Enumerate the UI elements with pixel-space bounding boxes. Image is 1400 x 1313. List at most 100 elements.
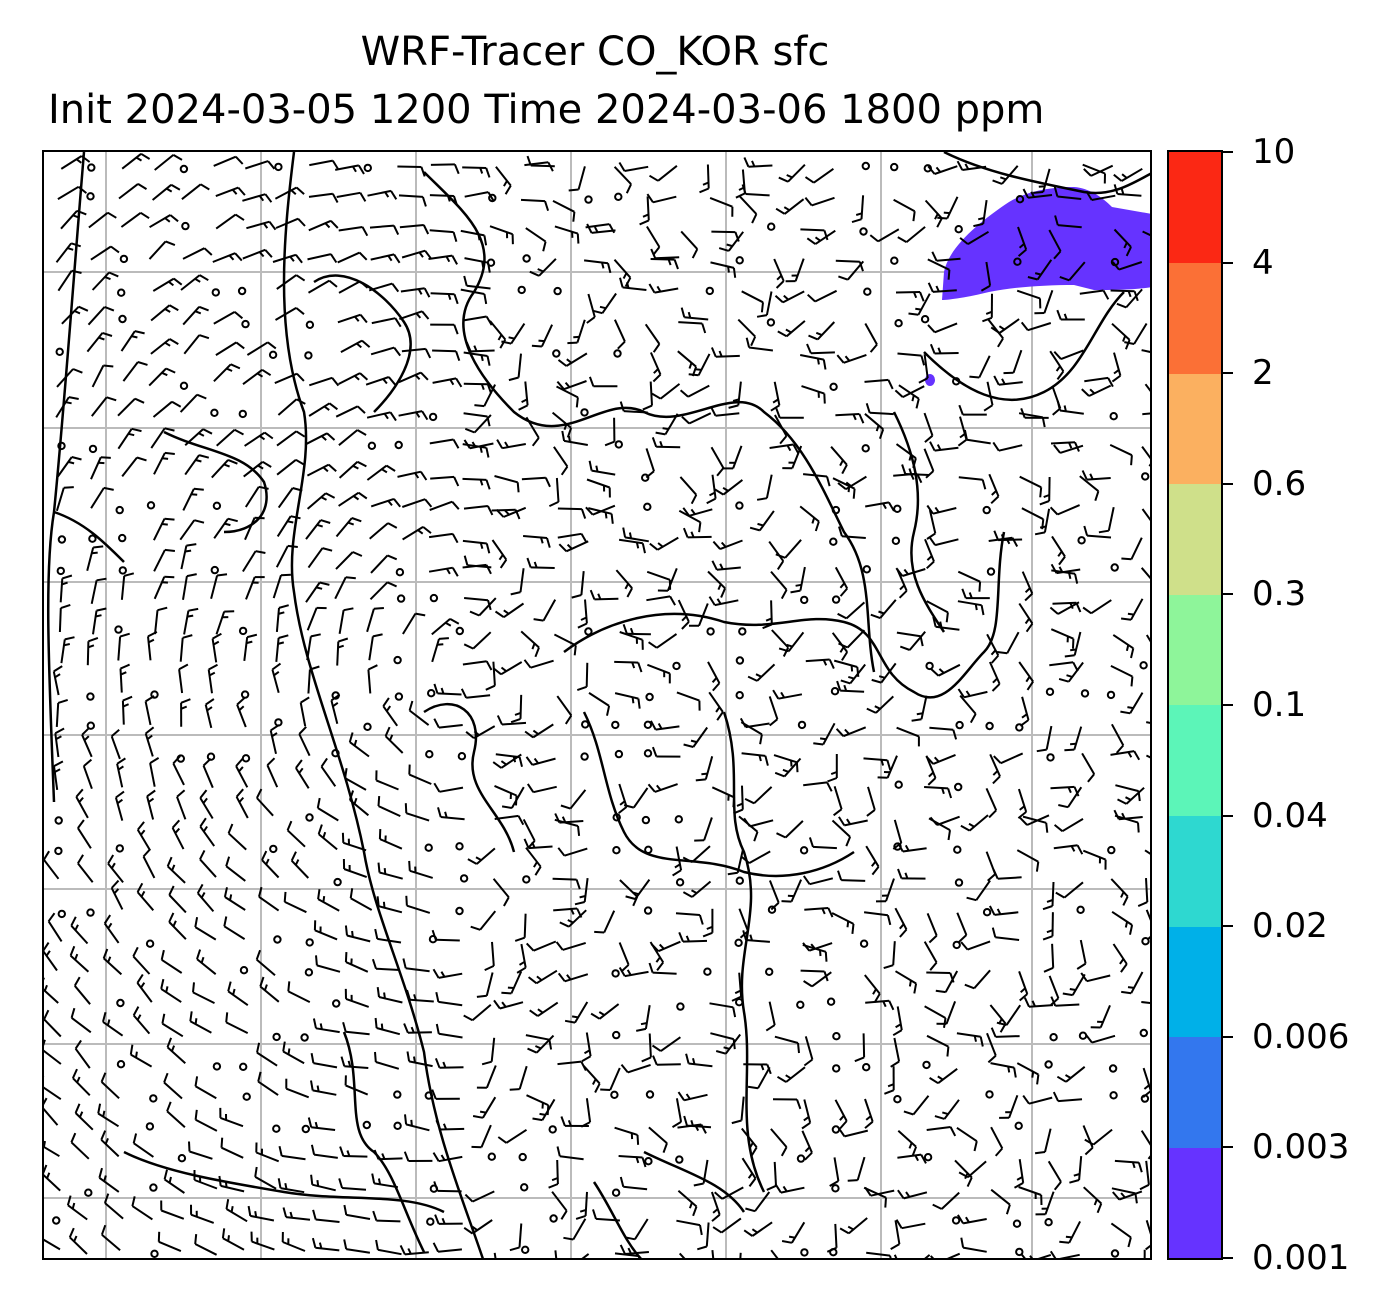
calm-wind-marker xyxy=(765,967,774,976)
wind-barb xyxy=(524,723,554,739)
wind-barb xyxy=(150,304,179,322)
wind-barb xyxy=(434,1214,463,1225)
wind-barb xyxy=(460,229,488,246)
wind-barb xyxy=(132,1133,154,1158)
wind-barb xyxy=(223,887,246,911)
wind-barb xyxy=(189,1011,212,1034)
wind-barb xyxy=(518,381,529,411)
wind-barb xyxy=(986,1032,997,1064)
wind-barb xyxy=(69,945,90,973)
wind-barb xyxy=(960,940,991,951)
wind-barb xyxy=(183,334,210,355)
wind-barb xyxy=(800,228,829,241)
wind-barb xyxy=(804,196,835,207)
wind-barb xyxy=(926,509,937,540)
wind-barb xyxy=(215,213,245,230)
wind-barb xyxy=(122,361,148,382)
colorbar-tick-label: 0.006 xyxy=(1252,1016,1350,1057)
wind-barb xyxy=(738,815,759,842)
wind-barb xyxy=(737,318,757,347)
calm-wind-marker xyxy=(1014,1121,1023,1130)
wind-barb xyxy=(756,474,773,501)
wind-barb xyxy=(44,1238,61,1251)
wind-barb xyxy=(899,631,926,651)
calm-wind-marker xyxy=(239,966,249,975)
calm-wind-marker xyxy=(181,221,190,231)
wind-barb xyxy=(244,160,276,170)
calm-wind-marker xyxy=(395,568,405,577)
wind-barb xyxy=(244,431,274,447)
wind-barb xyxy=(55,396,79,418)
wind-barb xyxy=(718,231,744,252)
wind-barb xyxy=(1084,376,1114,388)
calm-wind-marker xyxy=(767,222,776,231)
wind-barb xyxy=(368,633,383,661)
wind-barb xyxy=(1034,289,1054,315)
wind-barb xyxy=(1081,752,1096,783)
wind-barb xyxy=(803,971,832,988)
calm-wind-marker xyxy=(831,595,841,604)
wind-barb xyxy=(624,1218,649,1241)
wind-barb xyxy=(556,380,587,391)
wind-barb xyxy=(594,910,616,934)
calm-wind-marker xyxy=(1044,1060,1053,1069)
calm-wind-marker xyxy=(86,908,95,917)
wind-barb xyxy=(620,1063,651,1074)
wind-barb xyxy=(491,539,508,569)
wind-barb xyxy=(129,1044,153,1068)
wind-barb xyxy=(103,914,120,944)
wind-barb xyxy=(924,1254,931,1258)
wind-barb xyxy=(1112,634,1135,659)
wind-barb xyxy=(225,1199,248,1223)
wind-barb xyxy=(340,339,371,353)
calm-wind-marker xyxy=(149,1183,158,1192)
wind-barb xyxy=(335,405,366,418)
wind-barb xyxy=(525,847,542,876)
wind-barb xyxy=(1121,971,1144,995)
wind-barb xyxy=(1016,1062,1040,1085)
coastline-segment xyxy=(123,1150,445,1214)
calm-wind-marker xyxy=(1108,1064,1118,1073)
wind-barb xyxy=(160,949,183,974)
calm-wind-marker xyxy=(890,162,899,172)
wind-barb xyxy=(274,186,305,200)
wind-barb xyxy=(932,1191,960,1210)
calm-wind-marker xyxy=(179,381,189,391)
wind-barb xyxy=(980,261,992,292)
wind-barb xyxy=(276,458,306,476)
wind-barb xyxy=(250,1231,275,1251)
wind-barb xyxy=(428,254,458,265)
wind-barb xyxy=(144,726,155,757)
wind-barb xyxy=(560,789,587,810)
wind-barb xyxy=(213,155,244,167)
calm-wind-marker xyxy=(57,535,67,544)
calm-wind-marker xyxy=(893,1095,902,1104)
wind-barb xyxy=(959,694,977,724)
wind-barb xyxy=(344,988,370,1008)
colorbar-segment xyxy=(1169,152,1221,264)
wind-barb xyxy=(897,868,926,880)
calm-wind-marker xyxy=(488,193,497,203)
wind-barb xyxy=(179,393,207,413)
wind-barb xyxy=(834,1099,848,1130)
colorbar-segment xyxy=(1169,705,1221,817)
calm-wind-marker xyxy=(1080,689,1090,698)
wind-barb xyxy=(244,516,265,541)
calm-wind-marker xyxy=(951,1216,961,1225)
wind-barb xyxy=(551,411,573,438)
wind-barb xyxy=(476,972,494,998)
wind-barb xyxy=(471,1124,492,1149)
calm-wind-marker xyxy=(644,1157,653,1166)
wind-barb xyxy=(460,288,488,305)
wind-barb xyxy=(429,194,459,206)
wind-barb xyxy=(176,789,187,820)
wind-barb xyxy=(153,451,175,475)
wind-barb xyxy=(44,1164,61,1192)
wind-barb xyxy=(1121,537,1143,561)
calm-wind-marker xyxy=(56,566,65,576)
wind-barb xyxy=(708,596,739,607)
wind-barb xyxy=(60,636,75,664)
wind-barb xyxy=(1141,446,1150,474)
wind-barb xyxy=(956,1126,978,1152)
wind-barb xyxy=(711,1250,715,1258)
